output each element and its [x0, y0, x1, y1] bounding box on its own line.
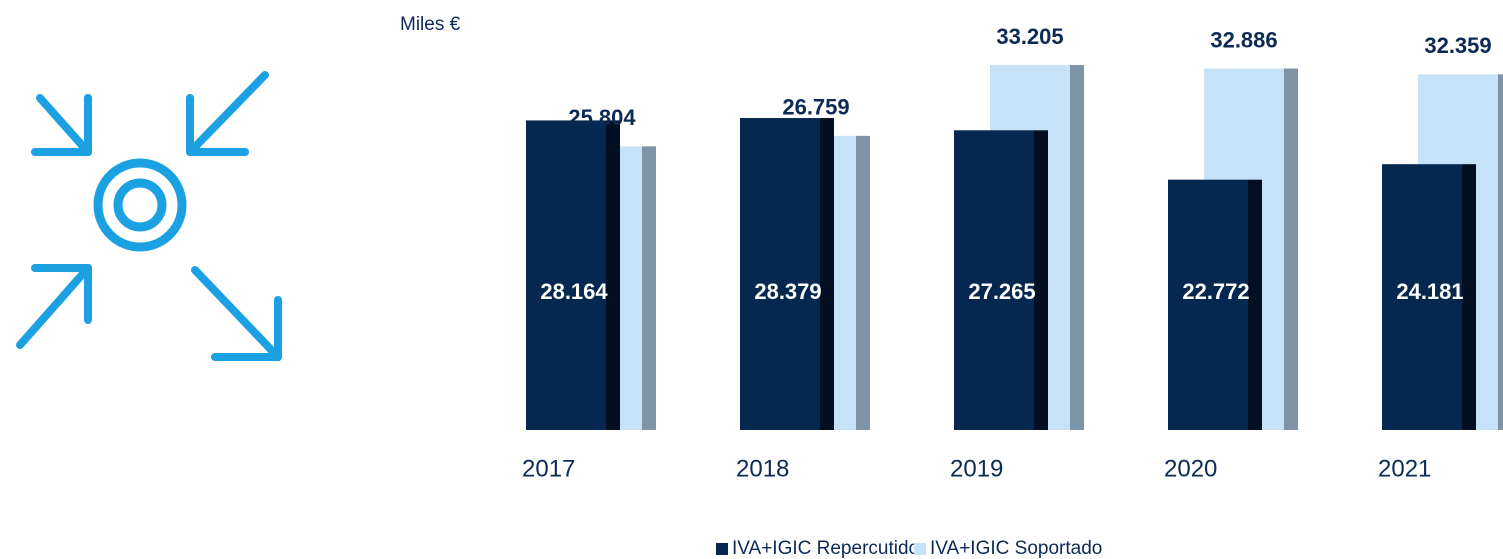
legend-label: IVA+IGIC Repercutido — [732, 538, 919, 559]
x-tick-label: 2019 — [950, 455, 1003, 482]
bar-face — [740, 118, 820, 430]
bar-side — [1498, 74, 1503, 430]
value-label: 27.265 — [968, 279, 1035, 304]
legend-swatch — [914, 543, 926, 555]
bar-side — [1284, 68, 1298, 430]
x-tick-label: 2021 — [1378, 455, 1431, 482]
bar — [954, 130, 1048, 431]
bar — [740, 118, 834, 430]
value-label: 24.181 — [1396, 279, 1463, 304]
x-tick-label: 2017 — [522, 455, 575, 482]
bar-side — [1070, 65, 1084, 430]
bar-side — [1248, 179, 1262, 430]
bar-face — [526, 120, 606, 430]
value-label: 22.772 — [1182, 279, 1249, 304]
value-label: 28.379 — [754, 279, 821, 304]
bar-face — [1382, 164, 1462, 430]
bar-side — [642, 146, 656, 430]
x-tick-label: 2020 — [1164, 455, 1217, 482]
value-label: 32.886 — [1210, 27, 1277, 52]
bar-side — [820, 118, 834, 430]
bar — [526, 120, 620, 430]
bar-side — [1462, 164, 1476, 430]
x-tick-label: 2018 — [736, 455, 789, 482]
bar-face — [1168, 179, 1248, 430]
value-label: 25.804 — [568, 105, 636, 130]
value-label: 32.359 — [1424, 33, 1491, 58]
bar-side — [606, 120, 620, 430]
unit-label: Miles € — [400, 14, 461, 35]
value-label: 26.759 — [782, 95, 849, 120]
value-label: 33.205 — [996, 24, 1063, 49]
bar-side — [1034, 130, 1048, 431]
icon — [16, 71, 282, 361]
legend-label: IVA+IGIC Soportado — [930, 538, 1102, 559]
legend-swatch — [716, 543, 728, 555]
bar-face — [954, 130, 1034, 431]
value-label: 28.164 — [540, 279, 608, 304]
bar — [1168, 179, 1262, 430]
bar — [1382, 164, 1476, 430]
bar-side — [856, 135, 870, 430]
